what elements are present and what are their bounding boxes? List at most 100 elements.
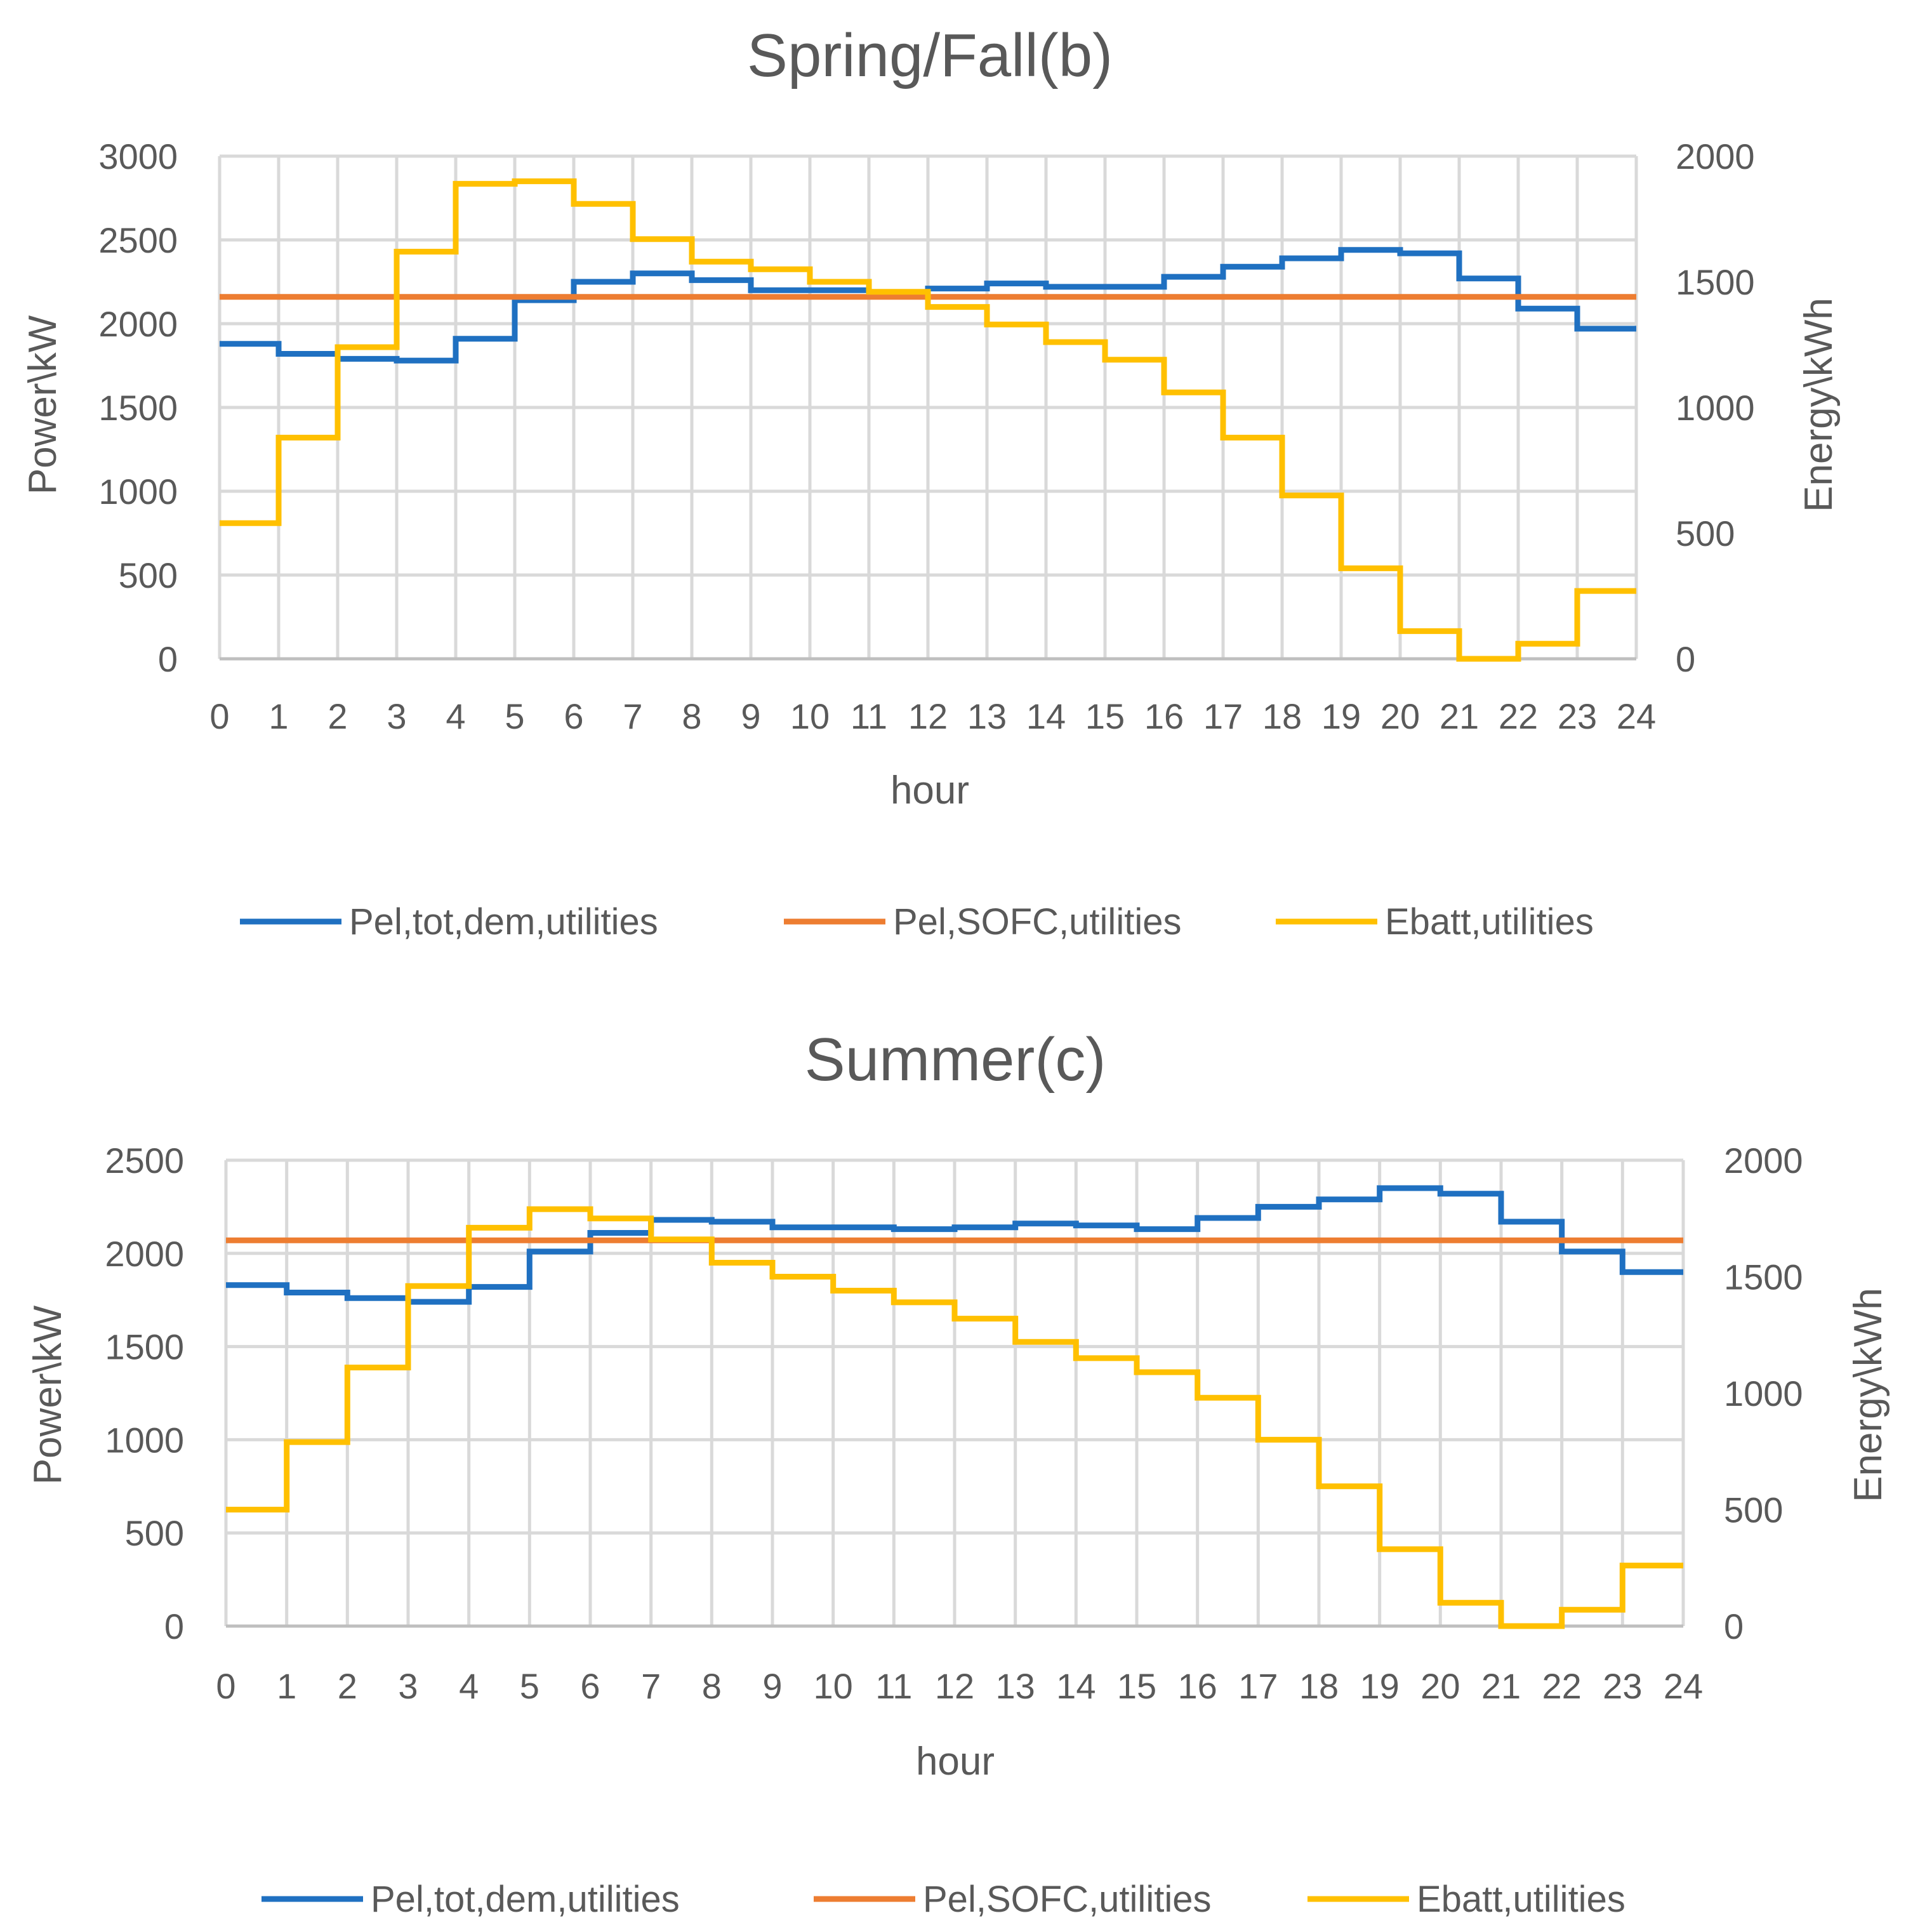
- x-tick-label: 8: [682, 696, 701, 736]
- x-ticks: 0 1 2 3 4 5 6 7 8 9 10 11 12 13 14 15 16 17 18 19 20 21 22 23 24: [209, 696, 1656, 736]
- x-tick-label: 0: [209, 696, 229, 736]
- legend-label-pel-tot-dem: Pel,tot,dem,utilities: [371, 1879, 680, 1920]
- y-tick-label: 2500: [98, 220, 178, 260]
- x-tick-label: 22: [1542, 1666, 1582, 1706]
- y-tick-label: 2000: [105, 1234, 184, 1274]
- legend-label-ebatt: Ebatt,utilities: [1385, 901, 1594, 943]
- x-tick-label: 13: [996, 1666, 1035, 1706]
- y-tick-label: 3000: [98, 136, 178, 176]
- x-tick-label: 7: [641, 1666, 661, 1706]
- x-tick-label: 3: [398, 1666, 418, 1706]
- x-tick-label: 5: [505, 696, 524, 736]
- x-tick-label: 11: [875, 1666, 912, 1706]
- x-tick-label: 1: [277, 1666, 296, 1706]
- y-tick-label: 1500: [105, 1327, 184, 1367]
- series-line-ebatt: [220, 178, 1636, 662]
- x-tick-label: 5: [520, 1666, 539, 1706]
- series-group: [220, 178, 1636, 662]
- x-tick-label: 19: [1321, 696, 1361, 736]
- x-tick-label: 13: [967, 696, 1007, 736]
- x-tick-label: 12: [908, 696, 948, 736]
- series-line-pel-tot-dem: [226, 1185, 1683, 1305]
- y2-axis-title: Energy\kWh: [1797, 298, 1841, 512]
- x-tick-label: 20: [1380, 696, 1420, 736]
- y-tick-label: 1500: [98, 388, 178, 428]
- y2-tick-label: 1000: [1676, 388, 1755, 428]
- x-tick-label: 2: [328, 696, 347, 736]
- x-tick-label: 24: [1617, 696, 1656, 736]
- chart-spring-fall: Spring/Fall(b) 050010001500200025003000 …: [21, 22, 1841, 943]
- y2-tick-label: 2000: [1724, 1141, 1803, 1181]
- x-tick-label: 1: [268, 696, 288, 736]
- x-tick-label: 19: [1360, 1666, 1400, 1706]
- x-tick-label: 14: [1056, 1666, 1096, 1706]
- x-axis-title: hour: [916, 1740, 995, 1783]
- y2-tick-label: 1500: [1676, 262, 1755, 302]
- x-tick-label: 17: [1238, 1666, 1278, 1706]
- y-ticks: 0 500 1000 1500 2000 2500 3000: [98, 136, 178, 679]
- x-tick-label: 12: [935, 1666, 974, 1706]
- y-tick-label: 2000: [98, 304, 178, 344]
- y2-tick-label: 500: [1676, 513, 1735, 553]
- legend-label-pel-sofc: Pel,SOFC,utilities: [923, 1879, 1211, 1920]
- x-tick-label: 10: [790, 696, 830, 736]
- x-tick-label: 20: [1420, 1666, 1460, 1706]
- x-tick-label: 2: [338, 1666, 357, 1706]
- series-group: [226, 1185, 1683, 1629]
- x-tick-label: 0: [216, 1666, 235, 1706]
- chart-title: Spring/Fall(b): [747, 22, 1113, 89]
- x-tick-label: 17: [1203, 696, 1243, 736]
- y-ticks: 0 500 1000 1500 2000 2500: [105, 1141, 184, 1646]
- x-tick-label: 4: [446, 696, 465, 736]
- x-tick-label: 23: [1603, 1666, 1642, 1706]
- x-tick-label: 18: [1299, 1666, 1339, 1706]
- y2-tick-label: 500: [1724, 1490, 1783, 1530]
- x-tick-label: 21: [1440, 696, 1479, 736]
- y-tick-label: 2500: [105, 1141, 184, 1181]
- x-tick-label: 24: [1664, 1666, 1703, 1706]
- y-tick-label: 1000: [98, 472, 178, 512]
- y-tick-label: 1000: [105, 1420, 184, 1460]
- x-tick-label: 23: [1558, 696, 1597, 736]
- legend-label-pel-sofc: Pel,SOFC,utilities: [893, 901, 1181, 943]
- x-tick-label: 11: [851, 696, 887, 736]
- x-ticks: 0 1 2 3 4 5 6 7 8 9 10 11 12 13 14 15 16 17 18 19 20 21 22 23 24: [216, 1666, 1703, 1706]
- legend-label-ebatt: Ebatt,utilities: [1417, 1879, 1625, 1920]
- x-tick-label: 15: [1117, 1666, 1156, 1706]
- y-axis-title: Power\kW: [21, 315, 65, 494]
- y-tick-label: 500: [125, 1513, 184, 1553]
- y-tick-label: 0: [158, 639, 178, 679]
- legend: Pel,tot,dem,utilities Pel,SOFC,utilities…: [261, 1879, 1625, 1920]
- series-line-ebatt: [226, 1206, 1683, 1629]
- legend: Pel,tot,dem,utilities Pel,SOFC,utilities…: [240, 901, 1594, 943]
- y-axis-title: Power\kW: [26, 1305, 70, 1485]
- x-tick-label: 21: [1481, 1666, 1521, 1706]
- x-tick-label: 16: [1178, 1666, 1217, 1706]
- x-tick-label: 8: [702, 1666, 722, 1706]
- chart-title: Summer(c): [805, 1026, 1106, 1094]
- y2-tick-label: 0: [1724, 1606, 1744, 1646]
- chart-summer: Summer(c) 0 500 1000 1500 2000 2500 0 500 1000 1…: [26, 1026, 1890, 1920]
- x-tick-label: 18: [1262, 696, 1302, 736]
- y-tick-label: 500: [119, 555, 178, 595]
- y2-ticks: 0 500 1000 1500 2000: [1724, 1141, 1803, 1646]
- y2-axis-title: Energy\kWh: [1846, 1288, 1890, 1502]
- x-tick-label: 10: [814, 1666, 853, 1706]
- x-tick-label: 9: [762, 1666, 782, 1706]
- x-tick-label: 16: [1144, 696, 1184, 736]
- x-tick-label: 6: [564, 696, 583, 736]
- y2-tick-label: 0: [1676, 639, 1695, 679]
- x-axis-title: hour: [890, 769, 969, 812]
- x-tick-label: 3: [387, 696, 406, 736]
- y2-ticks: 0 500 1000 1500 2000: [1676, 136, 1755, 679]
- y-tick-label: 0: [164, 1606, 184, 1646]
- x-tick-label: 14: [1026, 696, 1066, 736]
- x-tick-label: 4: [459, 1666, 479, 1706]
- x-tick-label: 15: [1085, 696, 1125, 736]
- y2-tick-label: 1500: [1724, 1257, 1803, 1297]
- y2-tick-label: 2000: [1676, 136, 1755, 176]
- x-tick-label: 7: [623, 696, 642, 736]
- x-tick-label: 6: [580, 1666, 600, 1706]
- grid: [218, 154, 1638, 661]
